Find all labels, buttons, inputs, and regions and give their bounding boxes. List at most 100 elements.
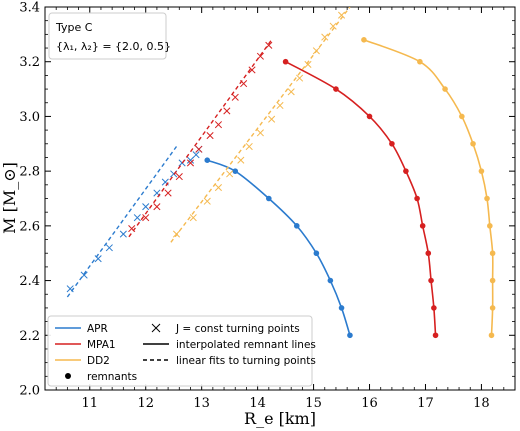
data-layer [66,7,496,339]
apr-turning-point [66,285,74,293]
x-tick-label: 15 [305,396,322,411]
apr-remnant-line [206,159,351,336]
mpa1-turning-point [128,225,136,233]
apr-turning-point [119,230,127,238]
mpa1-fit-line [128,39,273,238]
mpa1-remnant-line [285,61,437,336]
y-tick-label: 2.8 [19,165,40,180]
dd2-turning-point [214,184,223,192]
y-tick-label: 3.2 [19,55,40,70]
apr-turning-point [186,156,195,164]
dd2-turning-point [321,33,329,41]
dd2-turning-point [256,129,264,137]
dd2-remnant-line [363,39,494,336]
dd2-remnant-point [489,305,496,311]
series-mpa1 [128,39,439,339]
dd2-fit-line [170,7,351,243]
mpa1-remnant-point [431,305,437,311]
apr-remnant-point [204,157,211,163]
dd2-turning-point [276,101,284,110]
dd2-turning-point [329,22,337,30]
mpa1-turning-point [256,52,264,60]
legend: APR MPA1 DD2 remnants J = const turning … [47,315,316,387]
legend-remnants-marker [65,373,71,379]
apr-turning-point [192,151,200,159]
dd2-remnant-point [470,140,476,147]
mpa1-turning-point [164,189,172,197]
dd2-remnant-point [484,195,490,202]
mpa1-remnant-point [419,223,426,229]
y-axis-title: M [M_⊙] [0,162,19,234]
mpa1-turning-point [153,203,161,211]
apr-turning-point [105,244,113,252]
x-tick-label: 16 [361,396,378,411]
mpa1-turning-point [186,159,195,167]
dd2-turning-point [237,156,245,164]
apr-remnant-point [347,332,353,339]
series-dd2 [170,7,496,339]
x-axis-title: R_e [km] [244,409,316,428]
dd2-remnant-point [489,277,496,284]
dd2-turning-point [203,197,211,205]
dd2-remnant-point [459,113,465,120]
y-tick-label: 2.4 [19,274,40,289]
mpa1-turning-point [240,80,248,88]
legend-apr-label: APR [87,323,108,335]
mpa1-turning-point [175,173,183,181]
mpa1-remnant-point [282,58,289,65]
apr-turning-point [142,203,150,211]
dd2-turning-point [296,74,304,82]
dd2-turning-point [245,142,253,151]
mpa1-remnant-point [366,113,373,120]
mpa1-remnant-point [389,140,395,147]
mpa1-turning-point [206,132,214,140]
dd2-remnant-point [417,58,423,65]
apr-turning-point [133,214,141,222]
mpa1-remnant-point [432,332,439,339]
y-tick-label: 2.6 [19,219,40,234]
x-tick-label: 17 [417,396,434,411]
legend-frame [47,315,313,387]
mpa1-turning-point [195,145,203,153]
x-tick-label: 13 [193,396,210,411]
legend-remnants-label: remnants [87,371,137,383]
dd2-turning-point [312,47,320,55]
mpa1-remnant-point [428,277,434,284]
x-tick-label: 11 [81,396,98,411]
y-tick-label: 3.0 [19,110,40,125]
apr-remnant-point [313,250,320,257]
y-tick-label: 2.0 [19,384,40,399]
mpa1-turning-point [214,121,223,129]
legend-mpa1-label: MPA1 [87,339,116,351]
mpa1-turning-point [142,214,150,222]
dd2-turning-point [304,60,312,69]
legend-interpolated-label: interpolated remnant lines [176,339,316,351]
apr-remnant-point [293,223,300,229]
mpa1-remnant-point [425,250,432,257]
dd2-remnant-point [488,332,495,339]
x-tick-label: 18 [473,396,490,411]
dd2-remnant-point [489,250,496,257]
dd2-turning-point [337,11,346,19]
apr-remnant-point [266,195,272,202]
series-apr [66,145,353,339]
annotation-line2: {λ₁, λ₂} = {2.0, 0.5} [56,40,171,53]
y-tick-label: 2.2 [19,329,40,344]
dd2-turning-point [287,88,295,96]
mpa1-remnant-point [403,168,409,174]
dd2-turning-point [268,115,276,123]
legend-dd2-label: DD2 [87,355,110,367]
mpa1-turning-point [223,107,231,115]
x-tick-label: 12 [137,396,154,411]
apr-turning-point [94,255,102,263]
mpa1-remnant-point [333,86,339,92]
apr-remnant-point [338,305,345,311]
x-axis: 11 12 13 14 15 16 17 18 [44,7,516,411]
apr-turning-point [80,271,88,279]
y-tick-label: 3.4 [19,1,40,16]
dd2-turning-point [226,170,234,178]
legend-fit-label: linear fits to turning points [176,355,316,367]
dd2-turning-point [172,230,181,238]
apr-remnant-point [232,168,239,174]
